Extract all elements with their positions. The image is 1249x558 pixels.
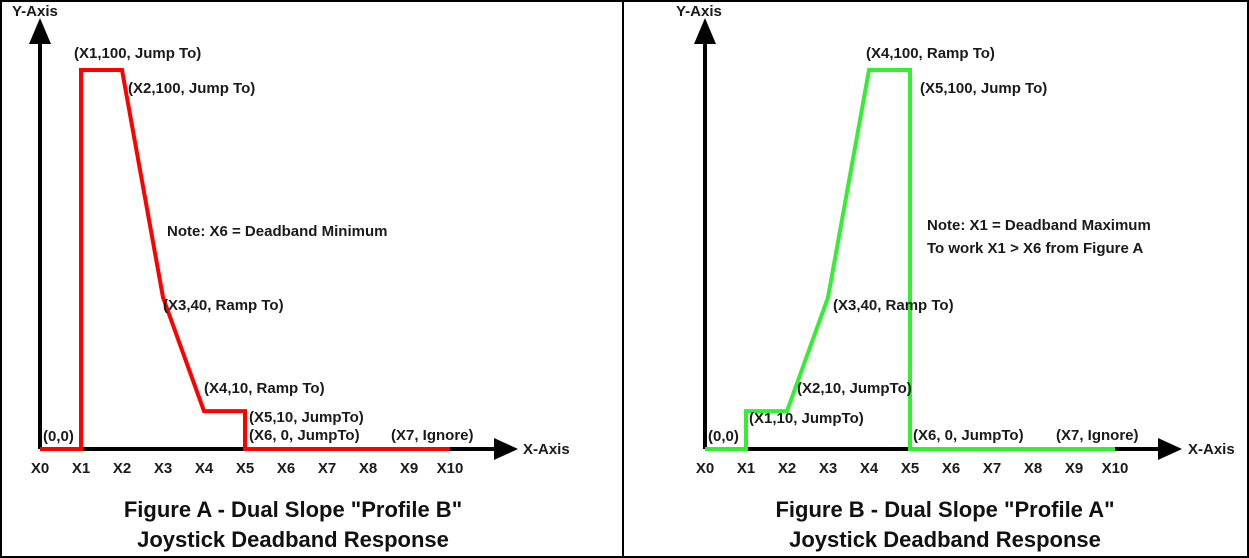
figure-a-tick-x3: X3 bbox=[154, 460, 172, 477]
figure-b-x-axis-label: X-Axis bbox=[1188, 441, 1235, 458]
figure-a-label-point-7: (X7, Ignore) bbox=[391, 427, 474, 444]
figure-b-tick-x7: X7 bbox=[983, 460, 1001, 477]
figure-a-label-point-2: (X2,100, Jump To) bbox=[128, 80, 255, 97]
figure-a-tick-x2: X2 bbox=[113, 460, 131, 477]
figure-a-response-curve bbox=[40, 68, 450, 451]
figure-a-caption-line1: Figure A - Dual Slope "Profile B" bbox=[124, 497, 462, 522]
figure-a-tick-x4: X4 bbox=[195, 460, 214, 477]
figure-a-tick-x1: X1 bbox=[72, 460, 90, 477]
figure-b-tick-x3: X3 bbox=[819, 460, 837, 477]
figure-a-label-origin: (0,0) bbox=[43, 428, 74, 445]
figure-b: Y-Axis X-Axis X0 X1 X2 X3 X4 X5 X6 X7 X8 X9 X10 (0… bbox=[676, 3, 1235, 552]
figure-a-label-point-4: (X4,10, Ramp To) bbox=[204, 380, 325, 397]
figure-b-x-ticks: X0 X1 X2 X3 X4 X5 X6 X7 X8 X9 X10 bbox=[696, 460, 1129, 477]
figure-a-label-point-6: (X6, 0, JumpTo) bbox=[249, 427, 360, 444]
figure-b-label-point-5: (X5,100, Jump To) bbox=[920, 80, 1047, 97]
figure-a-y-axis-arrow bbox=[29, 18, 51, 44]
figure-a-label-point-5: (X5,10, JumpTo) bbox=[249, 409, 364, 426]
figure-b-y-axis-label: Y-Axis bbox=[676, 3, 722, 20]
figure-b-label-point-4: (X4,100, Ramp To) bbox=[866, 45, 995, 62]
figure-a-tick-x6: X6 bbox=[277, 460, 295, 477]
figure-b-label-point-3: (X3,40, Ramp To) bbox=[833, 297, 954, 314]
figure-a-label-point-3: (X3,40, Ramp To) bbox=[163, 297, 284, 314]
figure-b-tick-x10: X10 bbox=[1102, 460, 1129, 477]
figure-b-tick-x9: X9 bbox=[1065, 460, 1083, 477]
figure-a-x-axis-label: X-Axis bbox=[523, 441, 570, 458]
figure-b-response-curve bbox=[705, 68, 1115, 451]
figure-a-x-ticks: X0 X1 X2 X3 X4 X5 X6 X7 X8 X9 X10 bbox=[31, 460, 464, 477]
figure-b-label-point-7: (X7, Ignore) bbox=[1056, 427, 1139, 444]
figure-b-caption-line2: Joystick Deadband Response bbox=[789, 527, 1101, 552]
figure-a-caption-line2: Joystick Deadband Response bbox=[137, 527, 449, 552]
figure-a-tick-x5: X5 bbox=[236, 460, 254, 477]
figure-a-note: Note: X6 = Deadband Minimum bbox=[167, 223, 387, 240]
figure-b-tick-x4: X4 bbox=[860, 460, 879, 477]
panel-divider bbox=[622, 0, 624, 558]
figure-b-tick-x0: X0 bbox=[696, 460, 714, 477]
figure-a-x-axis-arrow bbox=[494, 438, 518, 460]
figure-b-caption-line1: Figure B - Dual Slope "Profile A" bbox=[775, 497, 1114, 522]
figure-a: Y-Axis X-Axis X0 X1 X2 X3 X4 X5 X6 X7 X8 X9 X10 (0… bbox=[12, 3, 570, 552]
figure-a-y-axis-label: Y-Axis bbox=[12, 3, 58, 20]
figure-a-tick-x0: X0 bbox=[31, 460, 49, 477]
figure-a-tick-x10: X10 bbox=[437, 460, 464, 477]
figure-b-label-point-6: (X6, 0, JumpTo) bbox=[913, 427, 1024, 444]
figure-b-x-axis-arrow bbox=[1158, 438, 1182, 460]
figure-b-label-origin: (0,0) bbox=[708, 428, 739, 445]
figure-a-tick-x8: X8 bbox=[359, 460, 377, 477]
figure-b-note-line1: Note: X1 = Deadband Maximum bbox=[927, 217, 1151, 234]
figure-b-y-axis-arrow bbox=[694, 18, 716, 44]
figure-b-tick-x5: X5 bbox=[901, 460, 919, 477]
figure-b-tick-x1: X1 bbox=[737, 460, 755, 477]
figure-b-note-line2: To work X1 > X6 from Figure A bbox=[927, 240, 1143, 257]
figure-a-tick-x9: X9 bbox=[400, 460, 418, 477]
figure-b-tick-x8: X8 bbox=[1024, 460, 1042, 477]
figure-b-label-point-2: (X2,10, JumpTo) bbox=[797, 380, 912, 397]
figure-b-label-point-1: (X1,10, JumpTo) bbox=[749, 410, 864, 427]
figure-a-tick-x7: X7 bbox=[318, 460, 336, 477]
figure-b-tick-x2: X2 bbox=[778, 460, 796, 477]
figure-a-label-point-1: (X1,100, Jump To) bbox=[74, 45, 201, 62]
figure-b-tick-x6: X6 bbox=[942, 460, 960, 477]
